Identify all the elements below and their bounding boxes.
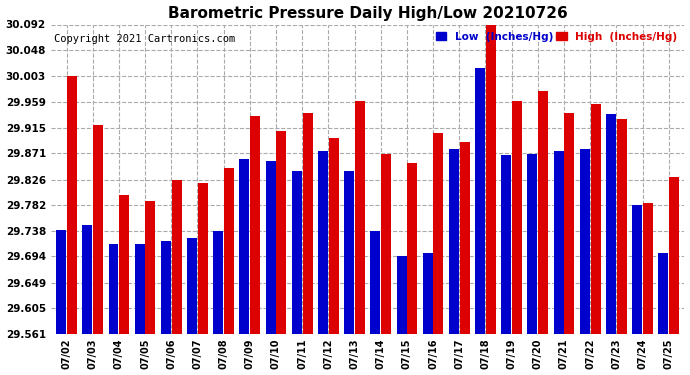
Bar (617, 119, 627, 334)
Bar (213, 231, 223, 334)
Bar (564, 113, 574, 334)
Bar (460, 142, 470, 334)
Bar (407, 163, 417, 334)
Bar (135, 244, 145, 334)
Bar (423, 253, 433, 334)
Bar (67, 76, 77, 334)
Bar (433, 134, 444, 334)
Bar (502, 155, 511, 334)
Bar (93, 125, 103, 334)
Bar (512, 101, 522, 334)
Bar (292, 171, 302, 334)
Bar (56, 230, 66, 334)
Bar (328, 138, 339, 334)
Bar (643, 203, 653, 334)
Title: Barometric Pressure Daily High/Low 20210726: Barometric Pressure Daily High/Low 20210… (168, 6, 567, 21)
Bar (161, 241, 171, 334)
Bar (486, 25, 496, 334)
Bar (302, 113, 313, 334)
Bar (632, 205, 642, 334)
Bar (266, 161, 275, 334)
Bar (146, 201, 155, 334)
Bar (527, 154, 538, 334)
Bar (658, 253, 669, 334)
Bar (553, 151, 564, 334)
Bar (172, 180, 181, 334)
Bar (449, 149, 459, 334)
Bar (82, 225, 92, 334)
Bar (239, 159, 249, 334)
Bar (538, 91, 548, 334)
Bar (250, 116, 260, 334)
Bar (397, 256, 406, 334)
Bar (591, 104, 600, 334)
Bar (475, 68, 485, 334)
Bar (187, 238, 197, 334)
Bar (355, 101, 365, 334)
Text: Copyright 2021 Cartronics.com: Copyright 2021 Cartronics.com (54, 34, 235, 44)
Bar (344, 171, 354, 334)
Bar (580, 149, 590, 334)
Bar (108, 244, 119, 334)
Bar (606, 114, 616, 334)
Bar (371, 231, 380, 334)
Bar (119, 195, 129, 334)
Bar (381, 154, 391, 334)
Bar (277, 130, 286, 334)
Legend: Low  (Inches/Hg), High  (Inches/Hg): Low (Inches/Hg), High (Inches/Hg) (434, 30, 679, 44)
Bar (318, 151, 328, 334)
Bar (224, 168, 234, 334)
Bar (669, 177, 679, 334)
Bar (198, 183, 208, 334)
